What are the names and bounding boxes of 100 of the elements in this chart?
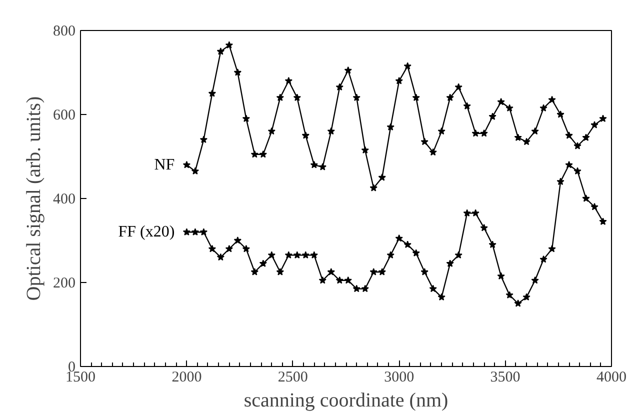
x-axis-title: scanning coordinate (nm) xyxy=(244,390,448,412)
x-tick-label: 3500 xyxy=(490,370,520,386)
point xyxy=(582,194,590,202)
point xyxy=(438,127,446,135)
point xyxy=(318,163,326,170)
series-label: NF xyxy=(154,156,175,174)
point xyxy=(582,134,590,141)
point xyxy=(318,276,326,284)
y-tick-label: 800 xyxy=(53,24,76,40)
point xyxy=(429,284,437,292)
point xyxy=(497,272,505,280)
point xyxy=(182,160,191,168)
point xyxy=(344,66,352,74)
series-label: FF (x20) xyxy=(118,224,175,241)
point xyxy=(242,114,250,122)
point xyxy=(225,244,234,252)
point xyxy=(412,249,420,256)
point xyxy=(336,276,344,284)
point xyxy=(540,104,548,112)
point xyxy=(531,127,539,135)
point xyxy=(386,123,394,130)
point xyxy=(276,268,284,276)
point xyxy=(548,96,556,104)
point xyxy=(284,251,292,259)
point xyxy=(574,142,582,150)
point xyxy=(463,102,471,110)
point xyxy=(370,268,378,276)
point xyxy=(250,150,258,158)
point xyxy=(361,146,369,154)
x-tick-label: 2000 xyxy=(172,370,202,386)
point xyxy=(454,83,462,91)
point xyxy=(191,167,200,175)
point xyxy=(574,167,582,175)
point xyxy=(454,251,462,259)
x-tick-label: 2500 xyxy=(278,370,308,386)
point xyxy=(506,291,514,298)
point xyxy=(302,251,310,259)
point xyxy=(420,268,428,276)
point xyxy=(506,104,514,112)
point xyxy=(344,276,352,284)
point xyxy=(234,68,242,76)
point xyxy=(472,129,480,137)
point xyxy=(259,150,267,158)
point xyxy=(488,112,496,120)
y-axis-title: Optical signal (arb. units) xyxy=(23,96,45,301)
point xyxy=(216,48,225,55)
point xyxy=(599,114,607,122)
point xyxy=(556,178,564,186)
point xyxy=(327,268,335,276)
x-tick-label: 3000 xyxy=(384,370,414,386)
point xyxy=(378,174,386,181)
point xyxy=(590,121,598,128)
point xyxy=(234,236,242,244)
y-tick-label: 200 xyxy=(53,276,76,292)
point xyxy=(225,41,234,49)
point xyxy=(327,127,335,135)
point xyxy=(310,251,318,259)
point xyxy=(522,293,530,301)
x-tick-label: 4000 xyxy=(596,370,626,386)
point xyxy=(429,148,437,156)
point xyxy=(531,276,539,284)
point xyxy=(336,83,344,91)
point xyxy=(259,260,267,267)
point xyxy=(242,244,250,252)
point xyxy=(284,76,292,84)
point xyxy=(370,184,378,192)
point xyxy=(404,240,412,248)
point xyxy=(480,224,488,232)
point xyxy=(276,94,284,102)
point xyxy=(208,244,216,252)
point xyxy=(395,234,403,242)
point xyxy=(514,134,522,141)
point xyxy=(208,90,216,97)
point xyxy=(352,284,360,292)
point xyxy=(446,260,454,267)
point xyxy=(378,268,386,276)
point xyxy=(480,129,488,137)
point xyxy=(200,136,208,144)
point xyxy=(361,284,369,292)
point xyxy=(268,251,276,259)
point xyxy=(463,209,471,217)
point xyxy=(182,228,191,236)
point xyxy=(250,268,258,276)
point xyxy=(599,218,607,225)
point xyxy=(590,202,598,210)
point xyxy=(420,138,428,146)
point xyxy=(472,209,480,217)
point xyxy=(404,62,412,70)
point xyxy=(191,228,200,236)
point xyxy=(412,94,420,102)
point xyxy=(556,110,564,118)
point xyxy=(352,94,360,102)
point xyxy=(540,255,548,263)
point xyxy=(497,98,505,106)
point xyxy=(565,160,573,168)
point xyxy=(488,240,496,248)
point xyxy=(395,76,403,84)
y-tick-label: 400 xyxy=(53,192,76,208)
point xyxy=(216,253,225,261)
point xyxy=(438,293,446,301)
